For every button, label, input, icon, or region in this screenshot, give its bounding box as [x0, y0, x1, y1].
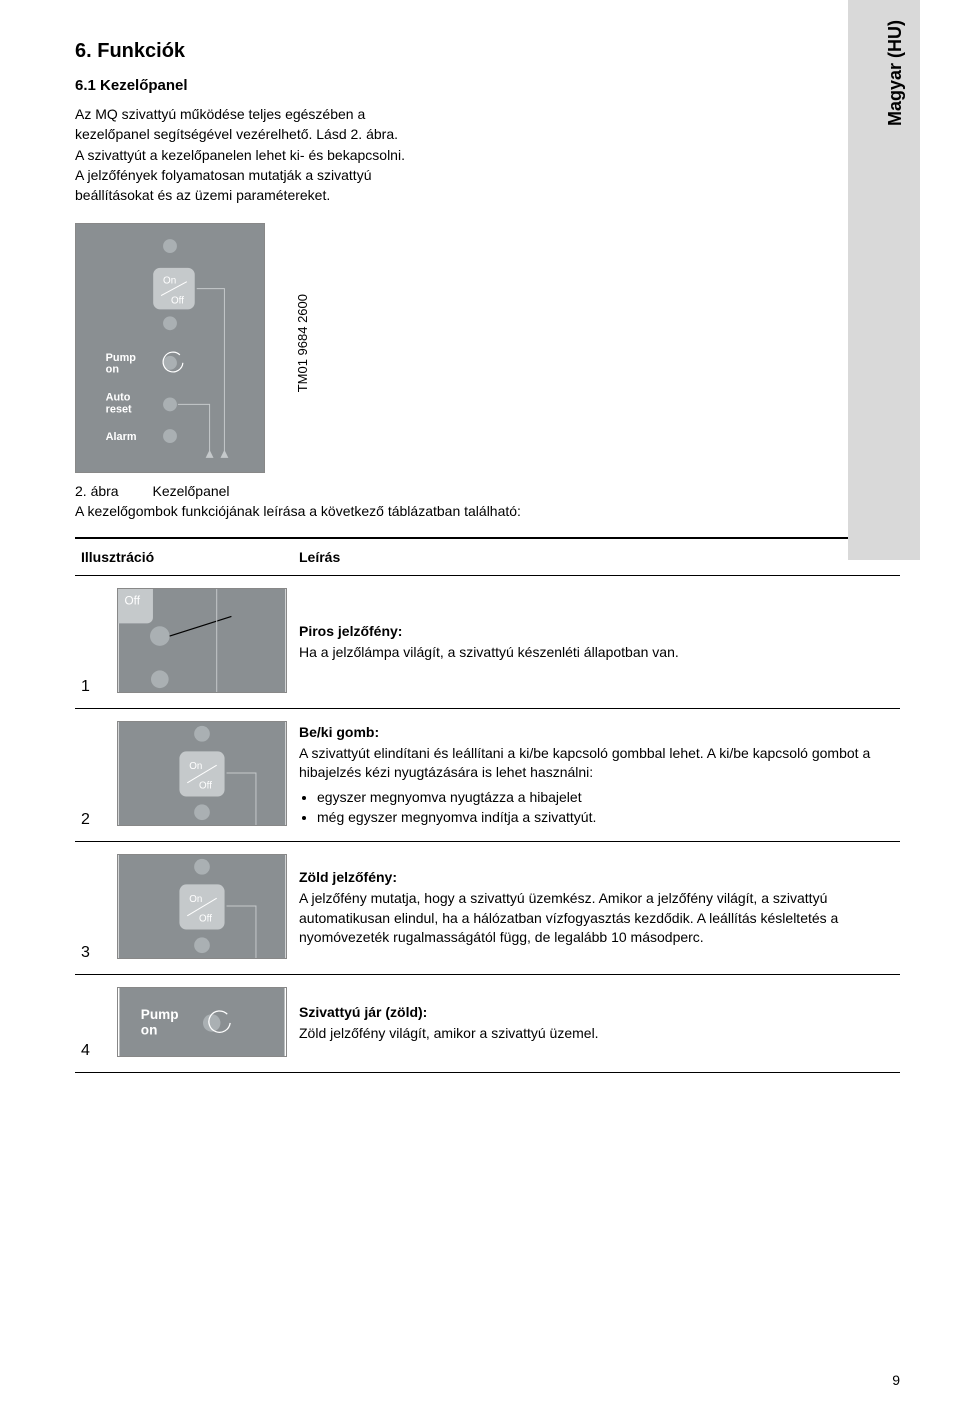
intro-paragraph: Az MQ szivattyú működése teljes egészébe…: [75, 104, 405, 205]
row-illustration: Pump on: [111, 975, 293, 1073]
svg-text:Pump: Pump: [106, 352, 137, 364]
table-row: 2 On Off Be/ki gomb: A szivattyút elindí…: [75, 709, 900, 842]
control-panel-image: On Off Pump on Auto reset Alarm: [75, 223, 265, 473]
figure-code: TM01 9684 2600: [295, 294, 310, 392]
svg-text:Pump: Pump: [141, 1008, 179, 1023]
thumb-pump-on: Pump on: [117, 987, 287, 1057]
figure-title: Kezelőpanel: [152, 483, 229, 499]
table-row: 1 Off Piros jelzőfény: Ha a jelzőlámpa v…: [75, 576, 900, 709]
row-illustration: On Off: [111, 842, 293, 975]
intro-text: Az MQ szivattyú működése teljes egészébe…: [75, 104, 900, 205]
row-body: Zöld jelzőfény világít, amikor a szivatt…: [299, 1024, 894, 1044]
bullet: egyszer megnyomva nyugtázza a hibajelet: [317, 787, 894, 807]
row-title: Szivattyú jár (zöld):: [299, 1004, 894, 1020]
svg-text:On: On: [189, 762, 202, 773]
svg-text:Alarm: Alarm: [106, 432, 137, 444]
row-body: A jelzőfény mutatja, hogy a szivattyú üz…: [299, 889, 894, 948]
thumb-red-light: Off: [117, 588, 287, 693]
figure-caption: 2. ábra Kezelőpanel: [75, 483, 900, 499]
language-sidebar: Magyar (HU): [848, 0, 920, 560]
function-table: Illusztráció Leírás 1 Off Piros jelzőfén…: [75, 537, 900, 1073]
page-number: 9: [892, 1372, 900, 1388]
language-label: Magyar (HU): [885, 20, 906, 126]
row-description: Zöld jelzőfény: A jelzőfény mutatja, hog…: [293, 842, 900, 975]
row-number: 1: [75, 576, 111, 709]
section-heading: 6. Funkciók: [75, 40, 900, 63]
control-panel-svg: On Off Pump on Auto reset Alarm: [76, 224, 264, 472]
svg-text:Off: Off: [199, 914, 212, 925]
row-description: Be/ki gomb: A szivattyút elindítani és l…: [293, 709, 900, 842]
thumb-green-light: On Off: [117, 854, 287, 959]
svg-text:Off: Off: [199, 781, 212, 792]
row-body: A szivattyút elindítani és leállítani a …: [299, 744, 894, 783]
table-row: 3 On Off Zöld jelzőfény: A jelzőfény mut…: [75, 842, 900, 975]
panel-figure: On Off Pump on Auto reset Alarm TM01 968…: [75, 223, 900, 473]
row-bullets: egyszer megnyomva nyugtázza a hibajelet …: [317, 787, 894, 828]
row-number: 3: [75, 842, 111, 975]
section-subheading: 6.1 Kezelőpanel: [75, 77, 900, 94]
thumb-onoff-button: On Off: [117, 721, 287, 826]
svg-text:reset: reset: [106, 404, 132, 416]
th-description: Leírás: [293, 538, 900, 576]
row-illustration: Off: [111, 576, 293, 709]
row-body: Ha a jelzőlámpa világít, a szivattyú kés…: [299, 643, 894, 663]
svg-text:On: On: [163, 276, 176, 287]
row-description: Szivattyú jár (zöld): Zöld jelzőfény vil…: [293, 975, 900, 1073]
svg-text:Auto: Auto: [106, 392, 131, 404]
row-description: Piros jelzőfény: Ha a jelzőlámpa világít…: [293, 576, 900, 709]
svg-text:Off: Off: [125, 595, 141, 608]
svg-text:Off: Off: [171, 296, 184, 307]
table-row: 4 Pump on Szivattyú jár (zöld): Zöld jel…: [75, 975, 900, 1073]
svg-text:On: On: [189, 895, 202, 906]
row-number: 2: [75, 709, 111, 842]
figure-description: A kezelőgombok funkciójának leírása a kö…: [75, 503, 675, 519]
row-title: Be/ki gomb:: [299, 724, 894, 740]
row-title: Piros jelzőfény:: [299, 623, 894, 639]
row-illustration: On Off: [111, 709, 293, 842]
svg-text:on: on: [141, 1023, 158, 1038]
figure-label: 2. ábra: [75, 483, 119, 499]
th-illustration: Illusztráció: [75, 538, 293, 576]
row-number: 4: [75, 975, 111, 1073]
bullet: még egyszer megnyomva indítja a szivatty…: [317, 807, 894, 827]
row-title: Zöld jelzőfény:: [299, 869, 894, 885]
svg-text:on: on: [106, 364, 119, 376]
